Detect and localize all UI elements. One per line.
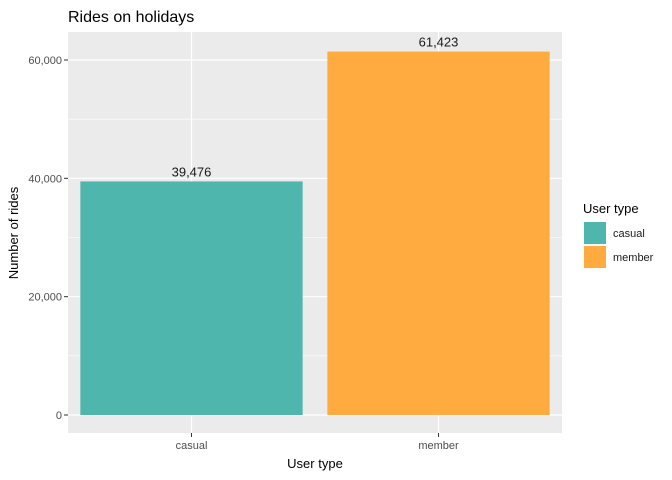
legend-key-member bbox=[584, 246, 606, 268]
bar-member bbox=[327, 51, 550, 416]
y-tick-label: 40,000 bbox=[28, 173, 62, 185]
data-labels: 39,476 61,423 bbox=[172, 35, 459, 180]
legend-key-casual bbox=[584, 222, 606, 244]
y-axis: 0 20,000 40,000 60,000 bbox=[28, 55, 68, 422]
y-tick-label: 60,000 bbox=[28, 55, 62, 67]
bars bbox=[80, 51, 550, 416]
legend-label-casual: casual bbox=[613, 228, 645, 240]
data-label-casual: 39,476 bbox=[172, 164, 212, 179]
x-axis: casual member bbox=[176, 433, 459, 452]
chart-title: Rides on holidays bbox=[68, 9, 194, 26]
x-tick-label: member bbox=[418, 440, 459, 452]
y-tick-label: 0 bbox=[56, 410, 62, 422]
legend: User type casual member bbox=[583, 201, 654, 268]
legend-label-member: member bbox=[613, 252, 654, 264]
data-label-member: 61,423 bbox=[419, 35, 459, 50]
x-axis-title: User type bbox=[287, 456, 343, 471]
x-tick-label: casual bbox=[176, 440, 208, 452]
legend-title: User type bbox=[583, 201, 639, 216]
y-axis-title: Number of rides bbox=[6, 186, 21, 279]
bar-casual bbox=[80, 181, 303, 415]
y-tick-label: 20,000 bbox=[28, 292, 62, 304]
